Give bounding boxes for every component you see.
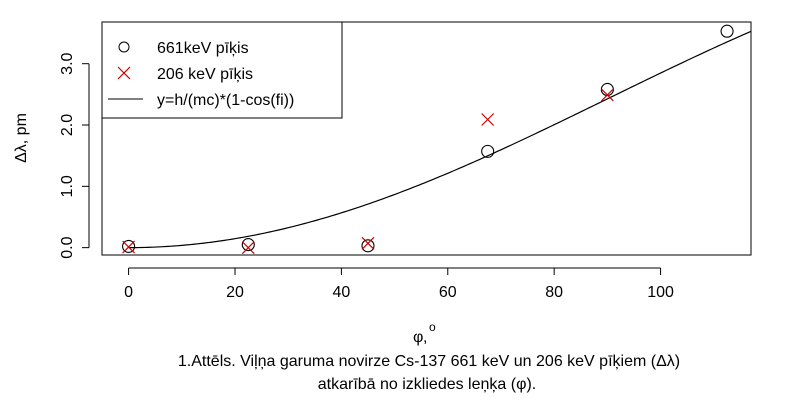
data-point-206kev — [241, 241, 255, 255]
data-point-661kev — [241, 238, 255, 252]
y-tick-label: 3.0 — [59, 52, 76, 74]
x-axis-label-symbol: φ — [413, 329, 423, 346]
data-point-661kev — [481, 144, 495, 158]
cross-stroke — [600, 88, 614, 102]
cross-stroke — [122, 240, 136, 254]
legend-circle-marker — [118, 41, 130, 53]
x-tick-label: 80 — [545, 284, 563, 301]
data-points-layer — [122, 24, 734, 255]
x-tick-label: 20 — [226, 284, 244, 301]
legend: 661keV pīķis 206 keV pīķis y=h/(mc)*(1-c… — [101, 21, 343, 119]
theory-curve-line — [128, 30, 752, 249]
legend-cross-marker — [117, 66, 131, 80]
x-axis-label: φ , o — [413, 320, 436, 346]
y-tick-label: 1.0 — [59, 175, 76, 197]
data-point-206kev — [361, 236, 375, 250]
x-tick-label: 40 — [332, 284, 350, 301]
legend-label-curve: y=h/(mc)*(1-cos(fi)) — [157, 92, 294, 109]
cross-stroke — [481, 113, 495, 126]
y-axis-label: Δλ, pm — [13, 113, 30, 163]
cross-stroke — [361, 236, 375, 250]
x-axis-label-comma: , — [423, 329, 427, 346]
data-point-661kev — [600, 82, 614, 96]
data-point-661kev — [361, 239, 375, 253]
x-axis-label-unit: o — [429, 320, 436, 334]
legend-label-661: 661keV pīķis — [157, 40, 249, 57]
data-point-661kev — [720, 24, 734, 38]
y-tick-label: 0.0 — [59, 236, 76, 258]
plot-frame — [101, 21, 752, 256]
x-tick-label: 60 — [439, 284, 457, 301]
x-tick-label: 100 — [647, 284, 674, 301]
figure-caption-line1: 1.Attēls. Viļņa garuma novirze Cs-137 66… — [178, 353, 680, 370]
x-tick-label: 0 — [124, 284, 133, 301]
data-point-661kev — [122, 239, 136, 253]
data-point-206kev — [600, 88, 614, 102]
figure-caption-line2: atkarībā no izkliedes leņķa (φ). — [318, 376, 536, 393]
data-point-206kev — [122, 240, 136, 254]
data-point-206kev — [481, 113, 495, 126]
axes: 0 20 40 60 80 100 0.0 1.0 2.0 3.0 — [59, 52, 674, 301]
legend-box — [101, 21, 343, 119]
y-tick-label: 2.0 — [59, 114, 76, 136]
legend-label-206: 206 keV pīķis — [157, 66, 253, 83]
cross-stroke — [241, 241, 255, 255]
theory-curve-layer — [128, 30, 752, 249]
